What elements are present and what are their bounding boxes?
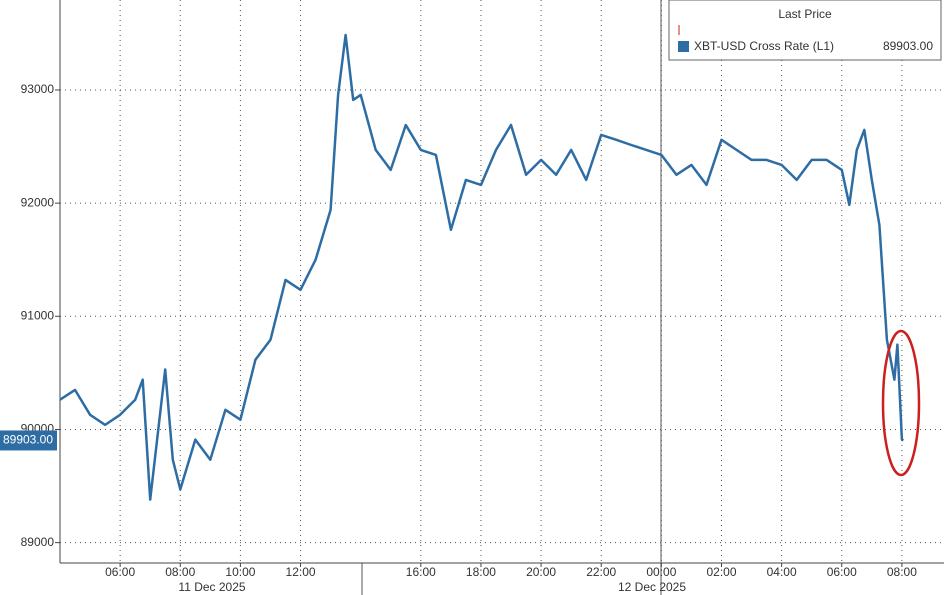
y-tick-label: 93000 <box>21 82 55 96</box>
y-tick-label: 89000 <box>21 535 55 549</box>
plot-area <box>59 0 944 563</box>
last-price-label: 89903.00 <box>3 433 53 447</box>
x-tick-label: 02:00 <box>706 565 736 579</box>
price-line <box>59 33 904 501</box>
x-tick-label: 06:00 <box>105 565 135 579</box>
legend-swatch <box>678 41 689 52</box>
x-tick-label: 08:00 <box>165 565 195 579</box>
x-tick-label: 18:00 <box>466 565 496 579</box>
legend-title: Last Price <box>778 7 832 21</box>
x-tick-label: 16:00 <box>406 565 436 579</box>
x-tick-label: 08:00 <box>887 565 917 579</box>
y-tick-label: 92000 <box>21 195 55 209</box>
last-price-tag <box>0 430 57 451</box>
x-tick-label: 04:00 <box>767 565 797 579</box>
legend-value: 89903.00 <box>883 39 933 53</box>
y-tick-label: 91000 <box>21 308 55 322</box>
legend-label: XBT-USD Cross Rate (L1) <box>694 39 834 53</box>
x-tick-label: 12:00 <box>286 565 316 579</box>
legend-box <box>668 0 942 61</box>
x-tick-label: 06:00 <box>827 565 857 579</box>
x-tick-label: 10:00 <box>225 565 255 579</box>
x-tick-label: 00:00 <box>646 565 676 579</box>
date-label: 12 Dec 2025 <box>618 580 686 594</box>
date-label: 11 Dec 2025 <box>178 580 245 594</box>
highlight-ellipse <box>881 329 921 477</box>
x-tick-label: 20:00 <box>526 565 556 579</box>
x-tick-label: 22:00 <box>586 565 616 579</box>
